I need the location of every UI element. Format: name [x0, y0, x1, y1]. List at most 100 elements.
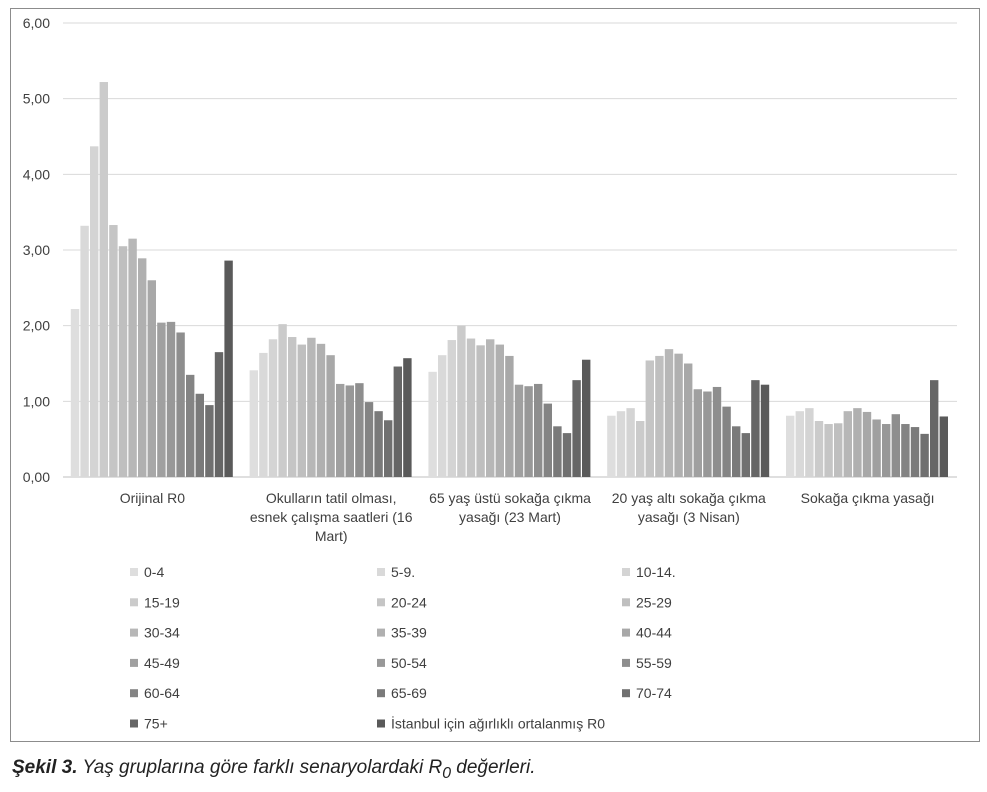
bar: [476, 345, 485, 477]
legend-swatch: [377, 689, 385, 698]
legend-entry: 20-24: [391, 594, 427, 610]
bar: [403, 358, 412, 477]
bar: [259, 352, 268, 477]
bar: [118, 246, 128, 477]
bars: [70, 82, 948, 478]
bar: [157, 322, 166, 477]
legend-entry: 50-54: [391, 655, 427, 671]
x-category-label: Sokağa çıkma yasağı: [801, 490, 935, 506]
legend-swatch: [130, 658, 138, 667]
legend-swatch: [130, 628, 138, 637]
bar: [722, 406, 731, 477]
bar: [447, 340, 456, 477]
legend-swatch: [377, 598, 385, 607]
bar: [795, 411, 804, 477]
bar: [90, 146, 99, 477]
legend-entry: 40-44: [636, 625, 672, 641]
bar: [224, 260, 233, 477]
bar: [910, 427, 920, 477]
bar: [176, 332, 185, 477]
y-tick-label: 4,00: [23, 166, 50, 182]
y-tick-label: 2,00: [23, 318, 50, 334]
legend-swatch: [377, 658, 385, 667]
y-axis-ticks: 0,00 1,00 2,00 3,00 4,00 5,00 6,00: [23, 15, 50, 485]
bar: [636, 421, 645, 477]
bar: [205, 405, 214, 477]
bar: [486, 339, 495, 477]
caption-label: Şekil 3.: [12, 757, 78, 778]
legend-swatch: [622, 568, 630, 576]
legend-swatch: [622, 598, 630, 607]
bar: [664, 349, 674, 477]
bar: [834, 423, 843, 477]
bar: [278, 324, 287, 477]
x-category-label: 65 yaş üstü sokağa çıkma: [429, 490, 591, 506]
bar: [786, 415, 795, 477]
legend-entry: 15-19: [144, 594, 180, 610]
bar: [920, 433, 929, 477]
bar: [534, 383, 543, 477]
bar: [616, 411, 626, 477]
bar: [732, 426, 741, 477]
bar: [543, 403, 552, 477]
legend-entry: 10-14.: [636, 564, 676, 580]
bar: [393, 366, 402, 477]
bar: [466, 338, 476, 477]
bar: [872, 419, 881, 477]
bar: [862, 411, 872, 477]
bar: [80, 225, 89, 477]
bar: [99, 82, 108, 478]
legend-entry: 60-64: [144, 685, 180, 701]
bar: [524, 386, 533, 477]
bar: [457, 325, 466, 477]
bar: [901, 424, 910, 477]
bar: [249, 370, 258, 477]
x-axis-category-labels: Orijinal R0 Okulların tatil olması, esnek …: [120, 490, 935, 544]
bar: [166, 321, 176, 477]
bar: [607, 415, 616, 477]
bar: [505, 355, 514, 477]
bar: [684, 363, 693, 477]
caption-subscript: 0: [442, 764, 452, 782]
bar: [843, 411, 852, 477]
bar: [288, 337, 297, 477]
bar: [109, 225, 118, 477]
bar: [693, 389, 702, 477]
bar: [562, 433, 572, 477]
bar: [297, 344, 306, 477]
x-category-label: Orijinal R0: [120, 490, 186, 506]
bar: [751, 380, 760, 477]
bar: [326, 355, 335, 477]
legend-swatch: [377, 628, 385, 637]
caption-text: Yaş gruplarına göre farklı senaryolardak…: [77, 757, 443, 778]
legend-entry: 30-34: [144, 625, 180, 641]
bar: [582, 359, 591, 477]
legend: 0-4 5-9. 10-14. 15-19 20-24 25-29 30-34 35-39 40…: [130, 564, 676, 732]
legend-swatch: [622, 628, 630, 637]
bar: [760, 384, 770, 477]
bar: [355, 383, 364, 477]
x-category-label: Mart): [315, 528, 348, 544]
figure-caption: Şekil 3. Yaş gruplarına göre farklı sena…: [12, 757, 536, 783]
bar: [336, 383, 345, 477]
legend-entry: 70-74: [636, 685, 672, 701]
bar: [930, 380, 939, 477]
bar: [307, 337, 316, 477]
bar: [703, 391, 712, 477]
bar: [186, 374, 195, 477]
y-tick-label: 1,00: [23, 393, 50, 409]
legend-entry: İstanbul için ağırlıklı ortalanmış R0: [391, 715, 605, 732]
legend-entry: 45-49: [144, 655, 180, 671]
legend-entry: 35-39: [391, 625, 427, 641]
bar: [428, 371, 437, 477]
legend-entry: 65-69: [391, 685, 427, 701]
legend-entry: 25-29: [636, 594, 672, 610]
bar: [495, 344, 504, 477]
y-tick-label: 5,00: [23, 91, 50, 107]
legend-swatch: [622, 689, 630, 698]
bar: [364, 402, 374, 477]
y-tick-label: 0,00: [23, 469, 50, 485]
bar: [438, 355, 447, 477]
bar: [741, 433, 750, 477]
